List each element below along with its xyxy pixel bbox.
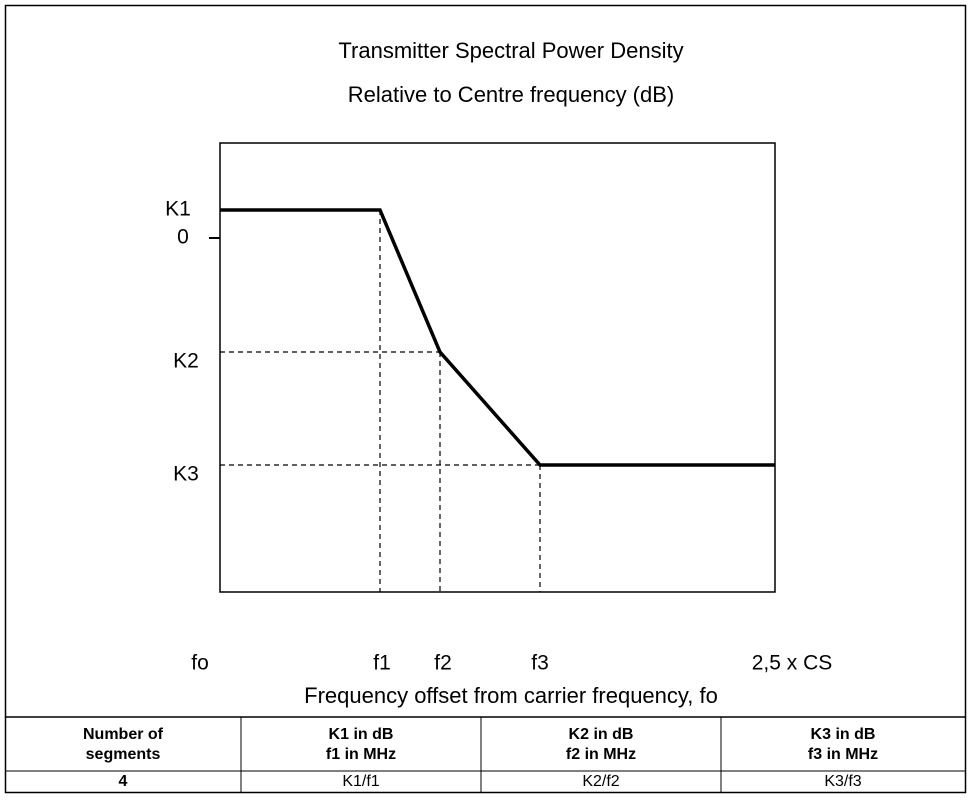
x-label: f2 xyxy=(434,652,452,675)
title-line: Relative to Centre frequency (dB) xyxy=(348,82,675,107)
cell: 4 xyxy=(119,773,128,790)
header-cell: segments xyxy=(86,746,161,763)
header-cell: K2 in dB xyxy=(569,726,634,743)
header-cell: K3 in dB xyxy=(811,726,876,743)
mask-line xyxy=(220,208,775,467)
header-cell: f3 in MHz xyxy=(808,746,878,763)
cell: K1/f1 xyxy=(342,773,379,790)
y-label: K2 xyxy=(173,350,199,373)
outer-border xyxy=(4,4,967,794)
header-cell: K1 in dB xyxy=(329,726,394,743)
guides xyxy=(220,210,541,592)
x-label: f3 xyxy=(531,652,549,675)
cell: K2/f2 xyxy=(582,773,619,790)
x-axis-label: Frequency offset from carrier frequency,… xyxy=(304,683,718,708)
y-label: 0 xyxy=(177,226,189,249)
y-label: K3 xyxy=(173,463,199,486)
y-label: K1 xyxy=(165,198,191,221)
x-label: 2,5 x CS xyxy=(752,652,833,675)
x-label: fo xyxy=(191,652,209,675)
header-cell: f1 in MHz xyxy=(326,746,396,763)
header-cell: f2 in MHz xyxy=(566,746,636,763)
cell: K3/f3 xyxy=(824,773,861,790)
x-label: f1 xyxy=(373,652,391,675)
header-cell: Number of xyxy=(83,726,164,743)
plot-frame xyxy=(219,142,776,593)
table: Number of segments K1 in dB f1 in MHz K2 in … xyxy=(83,726,878,790)
title-line: Transmitter Spectral Power Density xyxy=(338,38,683,63)
